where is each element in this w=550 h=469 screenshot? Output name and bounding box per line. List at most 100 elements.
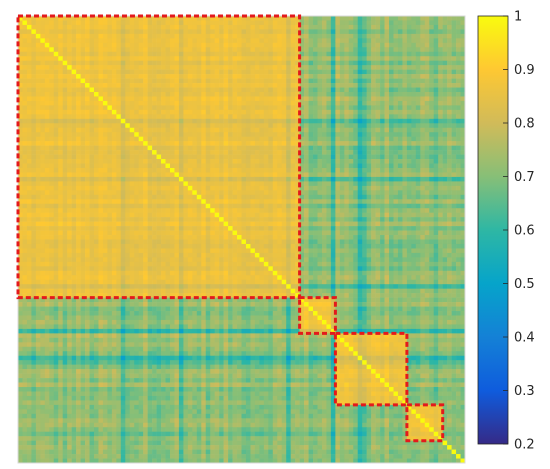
heatmap-cell [18,167,23,173]
heatmap-cell [272,203,278,209]
heatmap-cell [330,150,336,155]
heatmap-cell [85,91,90,97]
heatmap-cell [22,235,28,240]
heatmap-cell [326,87,332,93]
heatmap-cell [187,78,193,84]
heatmap-cell [152,226,157,231]
heatmap-cell [223,60,229,66]
heatmap-cell [143,96,148,102]
heatmap-cell [31,56,37,61]
heatmap-cell [98,60,104,66]
heatmap-cell [152,38,157,44]
heatmap-cell [321,163,327,169]
heatmap-cell [456,154,461,160]
heatmap-cell [49,118,55,124]
heatmap-cell [147,38,153,44]
heatmap-cell [85,217,90,222]
heatmap-cell [326,194,332,200]
heatmap-cell [451,221,457,227]
heatmap-cell [129,154,135,160]
heatmap-cell [460,47,466,53]
heatmap-cell [375,230,381,236]
heatmap-cell [201,185,207,191]
heatmap-cell [299,123,305,129]
heatmap-cell [424,24,430,30]
heatmap-cell [424,74,430,79]
heatmap-cell [393,47,399,53]
heatmap-cell [169,235,175,240]
heatmap-cell [290,83,296,88]
heatmap-cell [223,74,229,79]
heatmap-cell [406,91,412,97]
heatmap-cell [272,190,278,196]
heatmap-cell [161,212,166,218]
heatmap-cell [393,123,399,129]
heatmap-cell [259,141,265,146]
heatmap-cell [245,105,251,111]
heatmap-cell [268,172,274,178]
heatmap-cell [93,83,99,88]
heatmap-cell [22,60,28,66]
heatmap-cell [313,91,318,97]
heatmap-cell [344,16,350,21]
heatmap-cell [183,141,189,146]
heatmap-cell [371,150,376,155]
heatmap-cell [281,24,287,30]
heatmap-cell [277,136,283,142]
heatmap-cell [161,226,166,231]
heatmap-cell [76,176,81,182]
heatmap-cell [210,16,215,21]
heatmap-cell [214,176,220,182]
heatmap-cell [456,221,461,227]
heatmap-cell [76,33,81,39]
heatmap-cell [290,91,296,97]
heatmap-cell [339,230,345,236]
heatmap-cell [205,203,211,209]
heatmap-cell [71,150,77,155]
heatmap-cell [22,20,28,26]
heatmap-cell [76,69,81,75]
heatmap-cell [304,56,309,61]
heatmap-cell [250,127,256,133]
heatmap-cell [107,150,113,155]
heatmap-cell [26,20,32,26]
heatmap-cell [313,24,318,30]
heatmap-cell [178,190,184,196]
heatmap-cell [313,60,318,66]
heatmap-cell [102,185,108,191]
heatmap-cell [129,91,135,97]
heatmap-cell [406,123,412,129]
heatmap-cell [384,167,390,173]
heatmap-cell [143,20,148,26]
heatmap-cell [49,145,55,151]
heatmap-cell [89,109,95,115]
heatmap-cell [71,208,77,213]
heatmap-cell [429,74,435,79]
heatmap-cell [116,199,122,205]
heatmap-cell [308,74,314,79]
heatmap-cell [384,194,390,200]
heatmap-cell [308,136,314,142]
heatmap-cell [223,109,229,115]
heatmap-cell [371,141,376,146]
heatmap-cell [147,105,153,111]
heatmap-cell [18,118,23,124]
heatmap-cell [76,123,81,129]
heatmap-cell [424,118,430,124]
heatmap-cell [272,194,278,200]
heatmap-cell [344,20,350,26]
heatmap-cell [35,203,41,209]
heatmap-cell [183,226,189,231]
heatmap-cell [111,87,117,93]
heatmap-cell [80,217,86,222]
heatmap-cell [111,83,117,88]
heatmap-cell [134,69,139,75]
heatmap-cell [62,96,68,102]
heatmap-cell [429,105,435,111]
heatmap-cell [393,190,399,196]
heatmap-cell [35,42,41,48]
heatmap-cell [299,208,305,213]
heatmap-cell [371,114,376,120]
heatmap-cell [116,83,122,88]
heatmap-cell [245,181,251,187]
